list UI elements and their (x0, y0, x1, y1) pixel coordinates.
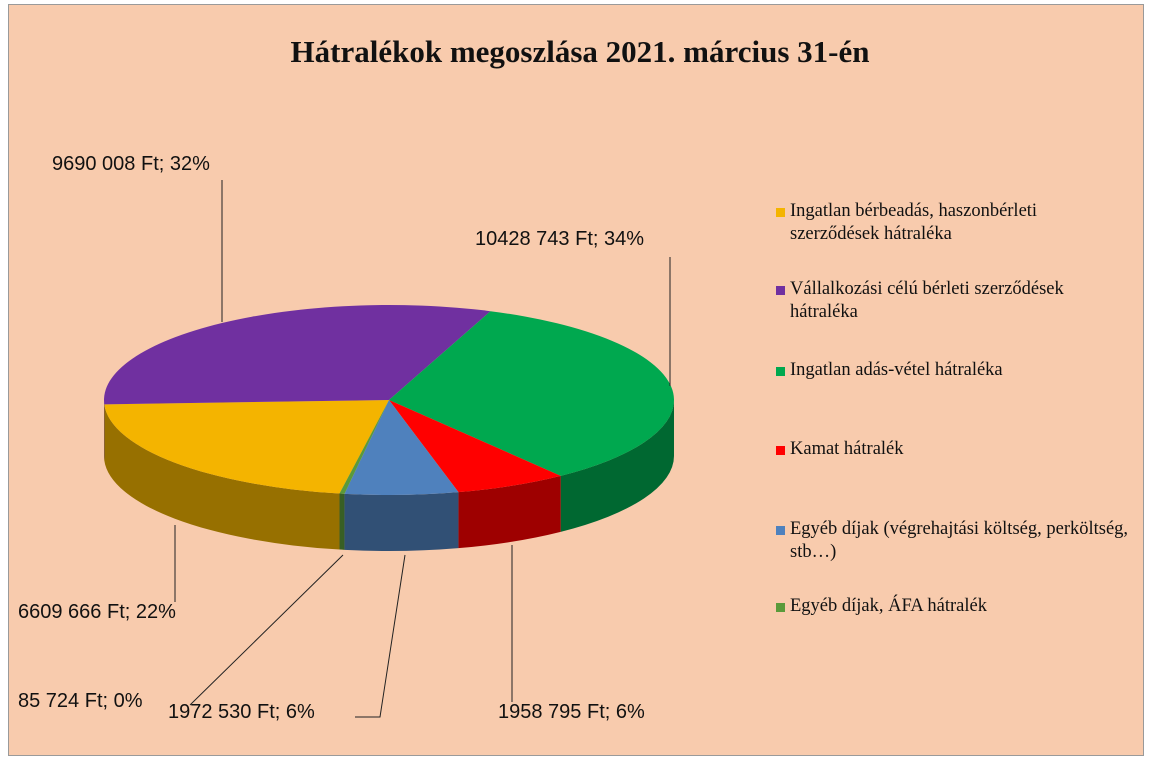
leader-line (355, 554, 406, 718)
legend-label: Ingatlan bérbeadás, haszonbérleti szerző… (790, 201, 1038, 244)
slice-side (104, 404, 340, 550)
legend-marker (776, 526, 785, 535)
slice-side (344, 492, 459, 551)
legend-marker (776, 603, 785, 612)
slice (389, 311, 675, 476)
legend-label: Egyéb díjak, ÁFA hátralék (790, 596, 987, 616)
slice (389, 400, 561, 493)
legend-label: Egyéb díjak (végrehajtási költség, perkö… (790, 519, 1129, 562)
legend-label: Vállalkozási célú bérleti szerződések há… (790, 279, 1064, 322)
legend-marker (776, 286, 785, 295)
data-label: 85 724 Ft; 0% (18, 690, 143, 712)
slice-side (458, 475, 561, 549)
legend-label: Ingatlan adás-vétel hátraléka (790, 360, 1003, 380)
slice (344, 400, 459, 495)
leader-line (189, 554, 344, 706)
data-label: 1972 530 Ft; 6% (168, 701, 315, 723)
data-label: 6609 666 Ft; 22% (18, 601, 176, 623)
slice-side (560, 400, 674, 532)
data-label: 9690 008 Ft; 32% (52, 153, 210, 175)
legend-label: Kamat hátralék (790, 439, 904, 459)
slice (104, 305, 491, 405)
slice (339, 400, 389, 494)
slice (104, 400, 390, 494)
slice-side (339, 493, 345, 550)
chart-title: Hátralékok megoszlása 2021. március 31-é… (291, 34, 870, 69)
legend-marker (776, 446, 785, 455)
data-label: 1958 795 Ft; 6% (498, 701, 645, 723)
data-label: 10428 743 Ft; 34% (475, 228, 644, 250)
legend-marker (776, 208, 785, 217)
legend-marker (776, 367, 785, 376)
